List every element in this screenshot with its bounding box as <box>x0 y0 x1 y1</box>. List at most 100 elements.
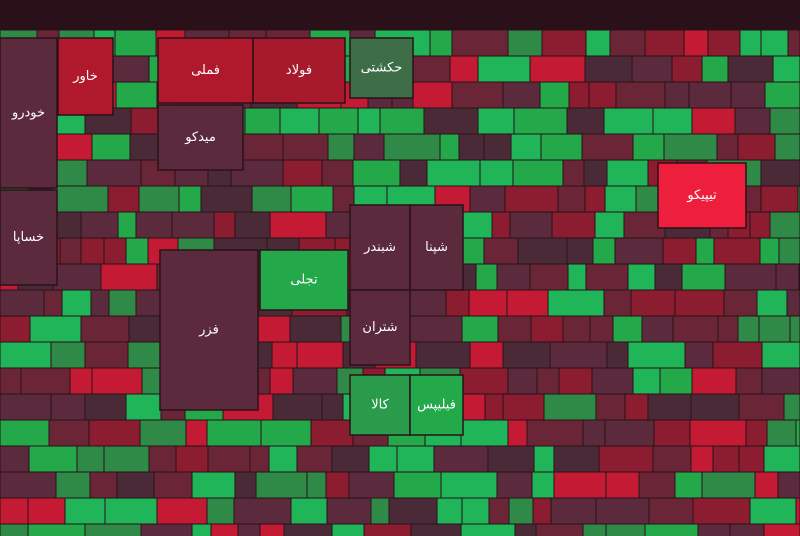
filler-tile <box>64 497 106 525</box>
filler-tile <box>200 185 253 213</box>
filler-tile <box>754 471 779 499</box>
filler-tile <box>683 29 709 57</box>
filler-tile <box>0 523 29 536</box>
tile-label: کالا <box>371 398 389 413</box>
filler-tile <box>27 497 66 525</box>
filler-tile <box>738 445 765 473</box>
filler-tile <box>48 419 90 447</box>
filler-tile <box>0 445 30 473</box>
filler-tile <box>737 315 760 343</box>
filler-tile <box>393 471 442 499</box>
filler-tile <box>412 81 453 109</box>
filler-tile <box>282 159 323 187</box>
filler-tile <box>606 159 649 187</box>
filler-tile <box>531 471 555 499</box>
filler-tile <box>213 211 236 239</box>
filler-tile <box>664 81 690 109</box>
filler-tile <box>290 185 334 213</box>
filler-tile <box>80 211 119 239</box>
filler-tile <box>348 471 395 499</box>
filler-tile <box>84 523 142 536</box>
filler-tile <box>504 185 559 213</box>
filler-tile <box>468 289 508 317</box>
filler-tile <box>541 29 587 57</box>
filler-tile <box>76 445 105 473</box>
filler-tile <box>547 289 605 317</box>
filler-tile <box>383 133 441 161</box>
filler-tile <box>233 497 292 525</box>
filler-tile <box>0 289 45 317</box>
filler-tile <box>185 419 208 447</box>
filler-tile <box>283 523 333 536</box>
filler-tile <box>206 419 262 447</box>
filler-tile <box>255 471 308 499</box>
filler-tile <box>191 523 212 536</box>
filler-tile <box>451 81 504 109</box>
filler-tile <box>327 133 355 161</box>
filler-tile <box>589 315 614 343</box>
tile <box>349 374 411 436</box>
filler-tile <box>206 497 235 525</box>
filler-tile <box>117 211 137 239</box>
filler-tile <box>769 211 800 239</box>
filler-tile <box>107 185 140 213</box>
filler-tile <box>491 211 511 239</box>
filler-tile <box>415 341 471 369</box>
filler-tile <box>695 237 715 265</box>
filler-tile <box>529 55 586 83</box>
filler-tile <box>459 393 486 421</box>
filler-tile <box>567 263 587 291</box>
tile <box>259 249 349 311</box>
filler-tile <box>140 523 193 536</box>
filler-tile <box>513 107 568 135</box>
filler-tile <box>399 159 428 187</box>
filler-tile <box>738 393 785 421</box>
filler-tile <box>543 393 597 421</box>
tile-label: شپنا <box>425 240 448 255</box>
filler-tile <box>584 55 633 83</box>
filler-tile <box>605 471 640 499</box>
filler-tile <box>112 55 150 83</box>
filler-tile <box>487 445 535 473</box>
filler-tile <box>507 367 538 395</box>
filler-tile <box>766 419 797 447</box>
filler-tile <box>553 445 600 473</box>
tile <box>157 104 244 171</box>
filler-tile <box>433 445 489 473</box>
filler-tile <box>475 263 498 291</box>
filler-tile <box>268 445 298 473</box>
filler-tile <box>761 341 800 369</box>
filler-tile <box>104 497 158 525</box>
filler-tile <box>763 523 800 536</box>
filler-tile <box>730 81 766 109</box>
filler-tile <box>135 211 173 239</box>
filler-tile <box>130 107 160 135</box>
filler-tile <box>61 289 92 317</box>
filler-tile <box>558 367 593 395</box>
filler-tile <box>0 315 31 343</box>
filler-tile <box>641 315 674 343</box>
filler-tile <box>410 523 462 536</box>
filler-tile <box>296 445 333 473</box>
tile <box>349 289 411 366</box>
filler-tile <box>540 133 583 161</box>
filler-tile <box>787 29 800 57</box>
filler-tile <box>116 471 155 499</box>
filler-tile <box>526 419 584 447</box>
filler-tile <box>624 393 649 421</box>
filler-tile <box>59 237 82 265</box>
filler-tile <box>654 263 683 291</box>
tile <box>252 37 346 104</box>
filler-tile <box>723 289 758 317</box>
filler-tile <box>296 341 344 369</box>
filler-tile <box>532 497 552 525</box>
filler-tile <box>795 497 800 525</box>
tile-label: فولاد <box>286 63 312 78</box>
tile <box>0 37 58 189</box>
filler-tile <box>724 263 777 291</box>
filler-tile <box>496 263 531 291</box>
filler-tile <box>562 159 585 187</box>
filler-tile <box>290 497 328 525</box>
filler-tile <box>51 185 109 213</box>
tile <box>409 204 464 291</box>
